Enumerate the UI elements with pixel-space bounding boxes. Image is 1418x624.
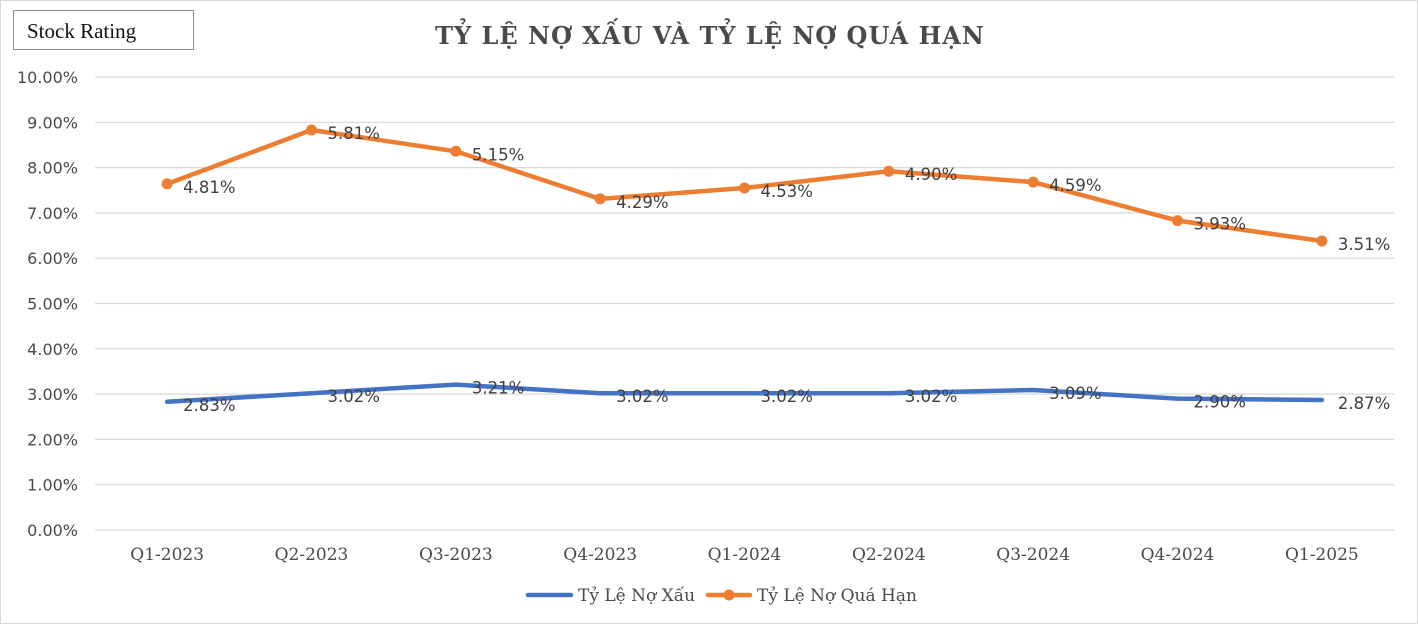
y-tick-label: 3.00%: [27, 385, 78, 404]
x-axis-ticks: Q1-2023 Q2-2023 Q3-2023 Q4-2023 Q1-2024 Q2-20…: [130, 545, 1358, 565]
data-label: 4.90%: [905, 165, 957, 184]
data-label: 2.90%: [1194, 393, 1246, 412]
data-point: [1316, 235, 1328, 247]
data-point: [883, 165, 895, 177]
y-tick-label: 1.00%: [27, 476, 78, 495]
data-label: 4.29%: [616, 193, 668, 212]
data-label: 3.02%: [328, 387, 380, 406]
data-label: 2.83%: [183, 396, 235, 415]
data-label: 4.53%: [761, 182, 813, 201]
x-tick-label: Q1-2023: [130, 545, 204, 565]
data-point: [594, 193, 606, 205]
y-tick-label: 10.00%: [17, 68, 78, 87]
x-tick-label: Q2-2023: [275, 545, 349, 565]
legend-marker: [723, 589, 735, 601]
y-tick-label: 4.00%: [27, 340, 78, 359]
x-tick-label: Q4-2023: [563, 545, 637, 565]
data-label: 4.59%: [1049, 176, 1101, 195]
data-label: 3.02%: [761, 387, 813, 406]
x-tick-label: Q1-2025: [1285, 545, 1359, 565]
data-label: 3.51%: [1338, 235, 1390, 254]
gridlines: [95, 76, 1394, 531]
x-tick-label: Q3-2024: [996, 545, 1070, 565]
data-label: 4.81%: [183, 178, 235, 197]
legend: Tỷ Lệ Nợ Xấu Tỷ Lệ Nợ Quá Hạn: [525, 586, 917, 606]
y-axis-ticks: 0.00% 1.00% 2.00% 3.00% 4.00% 5.00% 6.00% 7.00%…: [17, 68, 78, 540]
y-tick-label: 0.00%: [27, 521, 78, 540]
series-lines: [161, 124, 1328, 405]
y-tick-label: 5.00%: [27, 295, 78, 314]
series-line-1: [164, 382, 1325, 405]
legend-label: Tỷ Lệ Nợ Xấu: [578, 586, 695, 606]
y-tick-label: 2.00%: [27, 430, 78, 449]
data-point: [739, 182, 750, 194]
y-tick-label: 8.00%: [27, 159, 78, 178]
data-point: [161, 178, 173, 190]
data-point: [1027, 176, 1039, 188]
y-tick-label: 7.00%: [27, 204, 78, 223]
data-point: [450, 145, 462, 157]
legend-label: Tỷ Lệ Nợ Quá Hạn: [757, 586, 917, 606]
stock-rating-badge: Stock Rating: [13, 10, 194, 50]
y-tick-label: 6.00%: [27, 249, 78, 268]
data-label: 3.21%: [472, 379, 524, 398]
x-tick-label: Q3-2023: [419, 545, 493, 565]
data-label: 3.02%: [905, 387, 957, 406]
data-label: 3.09%: [1049, 384, 1101, 403]
data-label: 5.81%: [328, 124, 380, 143]
data-point: [1172, 215, 1183, 227]
x-tick-label: Q1-2024: [708, 545, 782, 565]
data-label: 3.02%: [616, 387, 668, 406]
x-tick-label: Q2-2024: [852, 545, 926, 565]
data-labels: 2.83% 3.02% 3.21% 3.02% 3.02% 3.02% 3.09% 2.90%…: [183, 124, 1390, 415]
data-label: 5.15%: [472, 145, 524, 164]
x-tick-label: Q4-2024: [1141, 545, 1215, 565]
data-point: [306, 124, 317, 136]
data-label: 3.93%: [1194, 215, 1246, 234]
chart-title: TỶ LỆ NỢ XẤU VÀ TỶ LỆ NỢ QUÁ HẠN: [435, 18, 985, 50]
data-label: 2.87%: [1338, 394, 1390, 413]
y-tick-label: 9.00%: [27, 113, 78, 132]
